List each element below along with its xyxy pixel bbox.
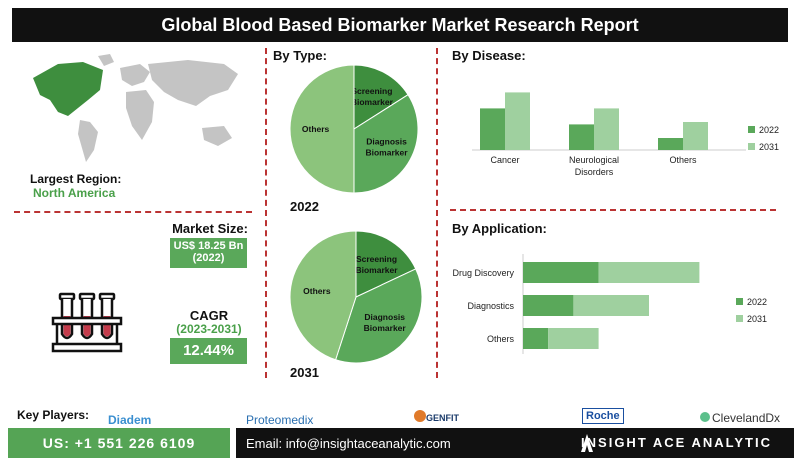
- market-size-box: US$ 18.25 Bn (2022): [170, 238, 247, 268]
- legend-swatch: [748, 143, 755, 150]
- bar: [569, 124, 594, 150]
- pie-chart-2022: ScreeningBiomarkerDiagnosisBiomarkerOthe…: [289, 64, 419, 194]
- market-size-label: Market Size:: [172, 221, 248, 236]
- legend-swatch: [736, 298, 743, 305]
- player-logo-icon: [700, 412, 710, 422]
- legend-swatch: [736, 315, 743, 322]
- category-label: Diagnostics: [467, 301, 514, 311]
- pie-slice-label: Biomarker: [364, 323, 407, 333]
- pie-slice: [334, 268, 423, 364]
- category-label: Disorders: [575, 167, 614, 177]
- pie-slice-label: Biomarker: [365, 147, 408, 157]
- pie-slice-label: Others: [302, 124, 330, 134]
- bar: [658, 138, 683, 150]
- pie-slice-label: Screening: [356, 254, 397, 264]
- player-proteomedix: Proteomedix: [246, 413, 314, 427]
- pie-slice-label: Biomarker: [351, 97, 394, 107]
- category-label: Others: [487, 334, 515, 344]
- divider-left: [265, 48, 267, 378]
- bar: [573, 295, 649, 316]
- bar: [523, 262, 599, 283]
- category-label: Drug Discovery: [452, 268, 514, 278]
- world-map-icon: [33, 54, 238, 162]
- cagr-period: (2023-2031): [176, 322, 242, 336]
- bar: [505, 92, 530, 150]
- report-title: Global Blood Based Biomarker Market Rese…: [12, 8, 788, 42]
- player-roche: Roche: [582, 408, 624, 424]
- bar: [598, 262, 700, 283]
- category-label: Cancer: [490, 155, 519, 165]
- bar: [480, 108, 505, 150]
- legend-label: 2031: [759, 142, 779, 152]
- pie-slice: [289, 64, 355, 194]
- pie-slice-label: Others: [303, 286, 331, 296]
- market-size-value: US$ 18.25 Bn: [173, 240, 244, 252]
- legend-label: 2031: [747, 314, 767, 324]
- pie-slice-label: Diagnosis: [364, 312, 405, 322]
- brand-name: INSIGHT ACE ANALYTIC: [581, 435, 772, 450]
- bar: [523, 328, 549, 349]
- pie-slice-label: Screening: [351, 86, 392, 96]
- phone-contact[interactable]: US: +1 551 226 6109: [8, 428, 230, 458]
- market-size-year: (2022): [192, 252, 225, 264]
- divider-right: [436, 48, 438, 378]
- bar: [523, 295, 574, 316]
- email-bar: Email: info@insightaceanalytic.com INSIG…: [236, 428, 794, 458]
- pie-slice: [289, 230, 357, 361]
- legend-label: 2022: [747, 297, 767, 307]
- cagr-value: 12.44%: [170, 338, 247, 364]
- pie-slice: [353, 94, 419, 194]
- legend-label: 2022: [759, 125, 779, 135]
- brand-logo-icon: [581, 434, 593, 452]
- test-tubes-icon: [51, 292, 123, 353]
- key-players-label: Key Players:: [17, 408, 90, 422]
- legend-swatch: [748, 126, 755, 133]
- largest-region-value: North America: [33, 186, 116, 200]
- by-disease-title: By Disease:: [452, 48, 526, 63]
- application-bar-chart: Drug Discovery Diagnostics Others 2022 2031: [452, 254, 767, 354]
- player-clevelanddx: ClevelandDx: [712, 411, 781, 425]
- disease-bar-chart: Cancer Neurological Disorders Others 2022 203…: [472, 92, 779, 177]
- by-type-title: By Type:: [273, 48, 327, 63]
- category-label: Others: [669, 155, 697, 165]
- divider-left-horizontal: [14, 211, 252, 213]
- bar: [594, 108, 619, 150]
- pie-slice: [353, 64, 409, 130]
- divider-right-horizontal: [450, 209, 776, 211]
- by-application-title: By Application:: [452, 221, 547, 236]
- player-logo-icon-genfit: [414, 410, 426, 422]
- largest-region-label: Largest Region:: [30, 172, 122, 186]
- email-contact[interactable]: Email: info@insightaceanalytic.com: [246, 435, 451, 451]
- pie-year-2031: 2031: [290, 365, 319, 380]
- pie-chart-2031: ScreeningBiomarkerDiagnosisBiomarkerOthe…: [289, 230, 423, 364]
- player-diadem: Diadem: [108, 413, 152, 427]
- category-label: Neurological: [569, 155, 619, 165]
- bar: [683, 122, 708, 150]
- pie-slice: [355, 230, 417, 298]
- pie-slice-label: Diagnosis: [366, 136, 407, 146]
- cagr-label: CAGR: [189, 308, 229, 323]
- pie-year-2022: 2022: [290, 199, 319, 214]
- bar: [548, 328, 599, 349]
- pie-slice-label: Biomarker: [355, 265, 398, 275]
- player-genfit: GENFIT: [426, 413, 459, 423]
